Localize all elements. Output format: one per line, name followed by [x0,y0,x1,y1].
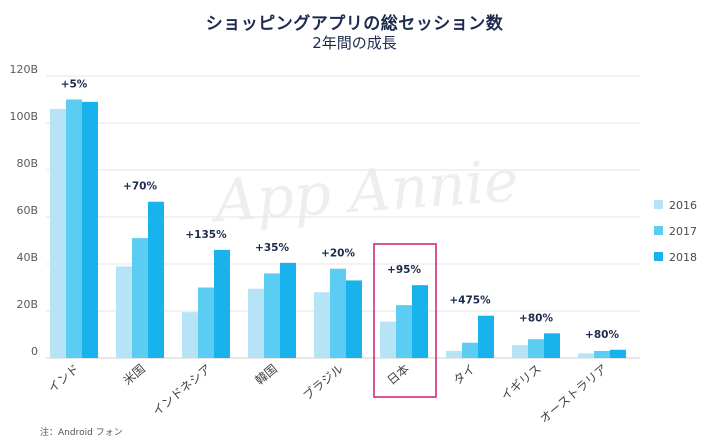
growth-label: +35% [255,242,289,254]
y-tick-label: 120B [9,63,38,76]
growth-label: +80% [519,312,553,324]
bar [50,108,66,359]
bar [610,349,626,358]
bar [594,350,610,358]
x-tick-label: イギリス [498,362,544,404]
bar [66,99,82,358]
bar [578,353,594,358]
bar [148,201,164,358]
legend-label: 2018 [669,251,697,264]
chart-subtitle: 2年間の成長 [312,34,397,52]
bar [478,315,494,358]
growth-label: +475% [449,295,491,307]
x-tick-label: インド [45,362,82,396]
bar [314,292,330,358]
watermark: App Annie [207,146,520,235]
legend-swatch [654,200,663,209]
growth-label: +5% [61,79,88,91]
bar [132,238,148,358]
chart-title: ショッピングアプリの総セッション数 [205,14,504,34]
growth-label: +20% [321,248,355,260]
y-tick-label: 40B [16,251,38,264]
bar [412,285,428,358]
bar [182,312,198,358]
bar [396,305,412,358]
footnote: 注：Android フォン [40,428,123,438]
bar [462,342,478,358]
legend-label: 2016 [669,199,697,212]
legend-swatch [654,252,663,261]
bar [198,287,214,358]
bar [116,266,132,358]
bar [528,339,544,358]
growth-label: +70% [123,181,157,193]
bar [512,345,528,358]
bar [380,321,396,358]
x-tick-label: タイ [451,362,478,388]
x-tick-label: 日本 [385,362,412,388]
x-tick-label: インドネシア [150,362,214,419]
x-tick-label: 米国 [121,362,148,388]
bar [544,333,560,358]
bar [264,273,280,358]
growth-label: +80% [585,329,619,341]
y-tick-label: 80B [16,157,38,170]
bar [446,350,462,358]
legend-swatch [654,226,663,235]
legend-label: 2017 [669,225,697,238]
y-tick-label: 100B [9,110,38,123]
bar [330,268,346,358]
bar [248,288,264,358]
highlight-box [373,243,437,398]
bar [280,262,296,358]
bar [214,249,230,358]
growth-label: +95% [387,264,421,276]
growth-label: +135% [185,229,227,241]
bar [346,280,362,358]
x-tick-label: 韓国 [253,362,280,388]
bar [82,101,98,358]
y-tick-label: 20B [16,298,38,311]
x-tick-label: オーストラリア [537,362,610,426]
x-tick-label: ブラジル [300,361,346,403]
y-tick-label: 60B [16,204,38,217]
y-tick-label: 0 [31,345,38,358]
